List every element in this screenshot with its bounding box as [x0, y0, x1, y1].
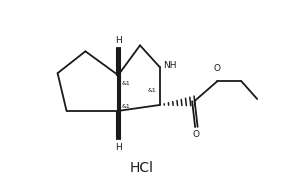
Text: O: O [192, 130, 199, 139]
Text: NH: NH [163, 61, 176, 70]
Text: HCl: HCl [130, 162, 154, 175]
Text: O: O [214, 64, 221, 73]
Text: H: H [115, 36, 121, 45]
Text: &1: &1 [121, 104, 130, 109]
Text: &1: &1 [147, 88, 156, 93]
Text: &1: &1 [121, 81, 130, 86]
Text: H: H [115, 143, 121, 152]
